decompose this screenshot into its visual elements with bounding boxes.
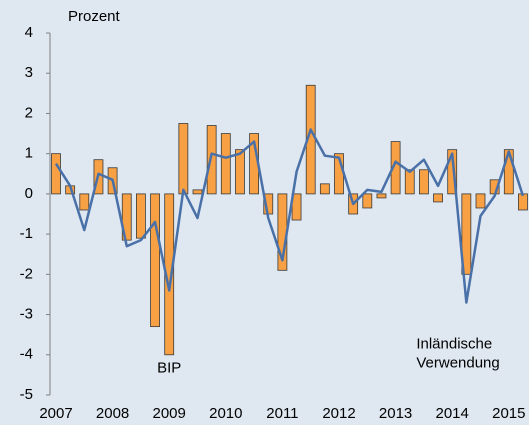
x-tick-label: 2013 bbox=[379, 405, 412, 422]
bar bbox=[390, 141, 401, 195]
x-tick-label: 2011 bbox=[266, 405, 298, 422]
bar bbox=[79, 193, 90, 211]
bar bbox=[404, 169, 415, 195]
bar bbox=[178, 123, 189, 195]
y-tick-label: -5 bbox=[20, 386, 33, 403]
bar bbox=[475, 193, 486, 209]
x-tick-label: 2014 bbox=[436, 405, 469, 422]
y-tick-label: 3 bbox=[25, 64, 33, 81]
y-axis-label: Prozent bbox=[68, 8, 121, 25]
x-tick-label: 2010 bbox=[209, 405, 242, 422]
x-tick-label: 2007 bbox=[39, 405, 72, 422]
y-tick-label: 1 bbox=[25, 145, 33, 162]
bar bbox=[376, 193, 387, 199]
y-tick-label: 4 bbox=[25, 24, 33, 41]
bar bbox=[206, 125, 217, 195]
y-tick-label: -1 bbox=[20, 225, 33, 242]
bar bbox=[51, 153, 61, 195]
series-label: Inländische bbox=[416, 335, 492, 352]
line bbox=[54, 128, 525, 304]
series-label: Verwendung bbox=[416, 354, 499, 371]
bar bbox=[503, 149, 514, 195]
bar bbox=[362, 193, 373, 209]
y-tick-label: -3 bbox=[20, 306, 33, 323]
x-tick-label: 2015 bbox=[492, 405, 525, 422]
bar bbox=[433, 193, 443, 203]
bar bbox=[150, 193, 160, 328]
y-tick-label: 2 bbox=[25, 104, 33, 121]
x-tick-label: 2009 bbox=[153, 405, 186, 422]
bar bbox=[192, 189, 203, 195]
y-tick-label: 0 bbox=[25, 185, 33, 202]
bar bbox=[220, 133, 231, 195]
bar bbox=[418, 169, 429, 195]
x-tick-label: 2012 bbox=[322, 405, 355, 422]
bar bbox=[447, 149, 458, 195]
bar bbox=[121, 193, 132, 241]
series-label: BIP bbox=[157, 360, 181, 377]
bar bbox=[319, 183, 330, 195]
x-tick-label: 2008 bbox=[96, 405, 129, 422]
bar bbox=[461, 193, 472, 275]
bar bbox=[235, 149, 245, 195]
y-tick-label: -4 bbox=[20, 346, 33, 363]
bar bbox=[518, 193, 528, 211]
y-tick-label: -2 bbox=[20, 265, 33, 282]
bar bbox=[135, 193, 146, 239]
